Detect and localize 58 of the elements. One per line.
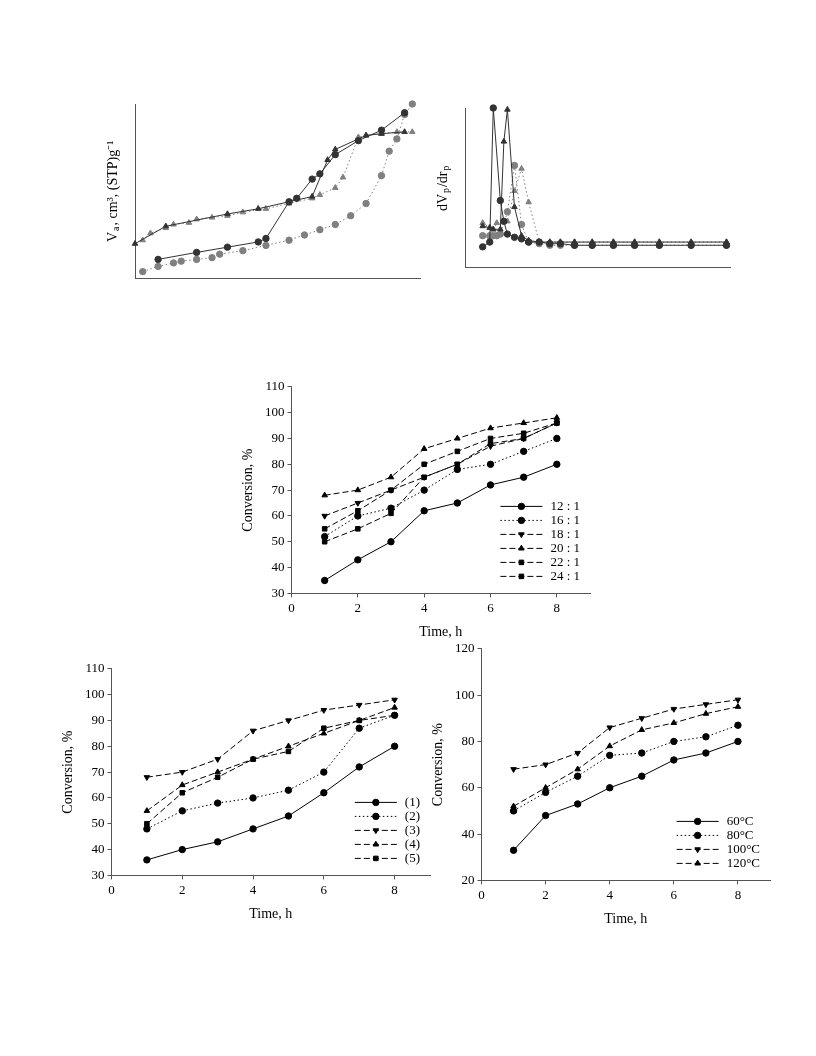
legend-label: 60°C bbox=[726, 812, 754, 828]
x-tick-label: 2 bbox=[354, 599, 362, 615]
y-tick-label: 30 bbox=[271, 584, 285, 600]
y-tick-label: 70 bbox=[91, 763, 105, 779]
x-axis-title: Time, h bbox=[249, 905, 293, 921]
y-tick-label: 40 bbox=[271, 559, 285, 574]
y-axis-title: Va, cm³, (STP)g⁻¹ bbox=[104, 140, 122, 242]
legend-label: 80°C bbox=[726, 826, 754, 842]
y-tick-label: 80 bbox=[91, 737, 105, 753]
x-tick-label: 4 bbox=[249, 881, 257, 897]
legend-label: 22 : 1 bbox=[550, 553, 581, 569]
legend-label: 100°C bbox=[726, 840, 761, 856]
y-tick-label: 40 bbox=[91, 841, 105, 856]
y-tick-label: 50 bbox=[271, 533, 285, 549]
y-tick-label: 80 bbox=[271, 455, 285, 471]
x-tick-label: 2 bbox=[179, 881, 186, 897]
y-tick-label: 120 bbox=[455, 640, 475, 656]
x-tick-label: 8 bbox=[553, 599, 561, 615]
y-tick-label: 30 bbox=[91, 866, 105, 882]
y-tick-label: 110 bbox=[85, 660, 105, 676]
x-tick-label: 0 bbox=[478, 886, 485, 902]
y-tick-label: 50 bbox=[91, 815, 105, 831]
x-tick-label: 6 bbox=[670, 886, 678, 902]
y-tick-label: 90 bbox=[91, 711, 105, 727]
x-axis-title: Time, h bbox=[604, 910, 648, 926]
y-tick-label: 110 bbox=[265, 378, 285, 394]
x-tick-label: 8 bbox=[734, 886, 742, 902]
x-tick-label: 6 bbox=[320, 881, 328, 897]
y-tick-label: 100 bbox=[455, 686, 475, 702]
legend-label: 20 : 1 bbox=[550, 539, 581, 555]
x-tick-label: 8 bbox=[391, 881, 398, 897]
y-tick-label: 20 bbox=[461, 871, 475, 887]
x-tick-label: 0 bbox=[288, 599, 295, 615]
y-tick-label: 100 bbox=[265, 404, 285, 420]
y-axis-title: Conversion, % bbox=[59, 730, 75, 814]
x-tick-label: 4 bbox=[606, 886, 614, 902]
y-tick-label: 90 bbox=[271, 429, 285, 445]
y-axis-title: Conversion, % bbox=[429, 722, 445, 807]
legend-label: 18 : 1 bbox=[550, 525, 581, 541]
legend-label: 12 : 1 bbox=[550, 497, 581, 513]
y-tick-label: 60 bbox=[91, 789, 105, 805]
y-tick-label: 40 bbox=[461, 825, 475, 841]
x-axis-title: Time, h bbox=[419, 623, 463, 639]
x-tick-label: 4 bbox=[420, 599, 428, 615]
x-tick-label: 0 bbox=[108, 881, 115, 897]
x-tick-label: 2 bbox=[542, 886, 549, 902]
y-axis-title: Conversion, % bbox=[239, 448, 255, 532]
x-tick-label: 6 bbox=[487, 599, 495, 615]
legend-label: 120°C bbox=[726, 854, 761, 870]
y-tick-label: 60 bbox=[271, 507, 285, 523]
y-tick-label: 70 bbox=[271, 481, 285, 497]
legend-label: (1) bbox=[404, 793, 421, 809]
legend-label: 24 : 1 bbox=[550, 567, 581, 583]
y-tick-label: 60 bbox=[461, 779, 475, 795]
y-tick-label: 100 bbox=[85, 686, 105, 702]
legend-label: 16 : 1 bbox=[550, 511, 581, 527]
y-tick-label: 80 bbox=[461, 732, 475, 748]
y-axis-title: dVp/drp bbox=[434, 165, 452, 212]
